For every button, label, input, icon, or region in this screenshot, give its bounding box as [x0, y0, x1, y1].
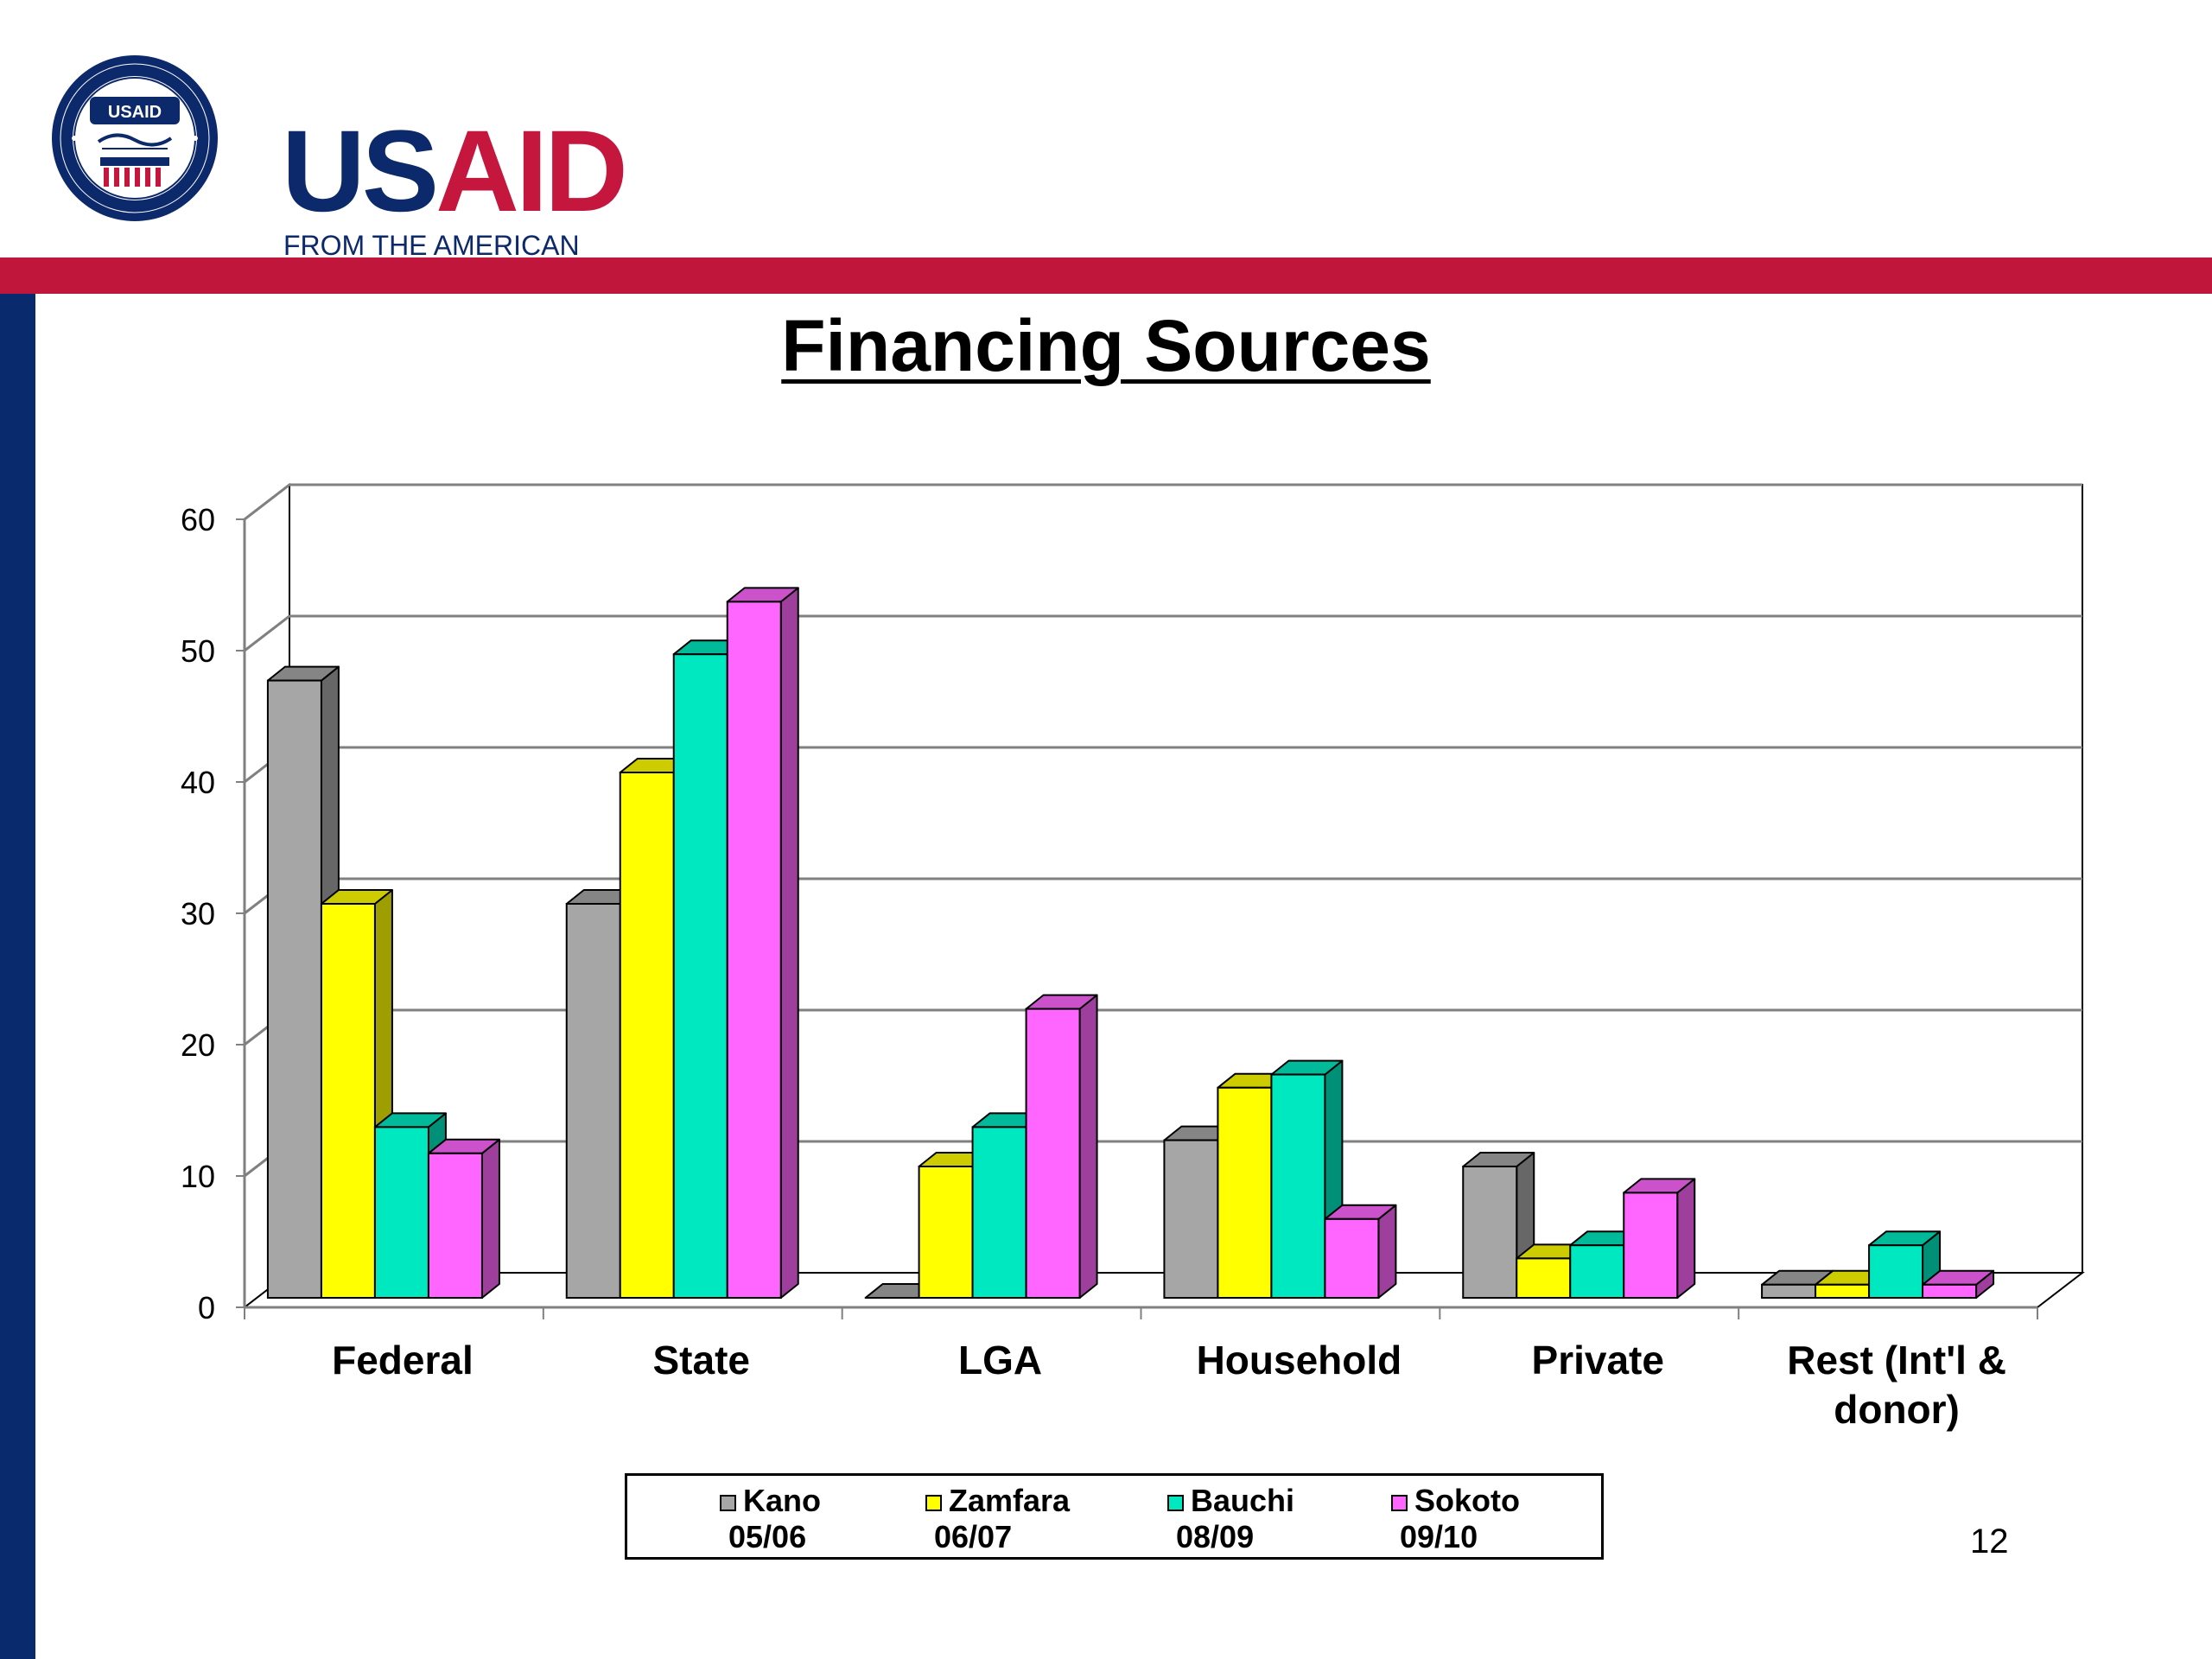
bar-federal-sokoto [427, 1138, 500, 1300]
usaid-wordmark: USAID [282, 107, 628, 236]
bar-front [1462, 1166, 1518, 1299]
bar-front [1025, 1007, 1081, 1299]
bar-front [1761, 1283, 1817, 1300]
x-category-label: Household [1197, 1338, 1402, 1382]
bar-rest-int-l-donor-sokoto [1922, 1269, 1995, 1300]
bar-front [1868, 1244, 1924, 1299]
bar-front [1815, 1283, 1871, 1300]
bar-front [1516, 1257, 1572, 1300]
bar-front [918, 1166, 974, 1299]
header-red-bar [0, 257, 2212, 294]
bar-side [779, 587, 799, 1299]
legend-item-kano: Kano 05/06 [720, 1483, 821, 1555]
bar-side [480, 1138, 500, 1299]
legend-swatch-bauchi [1167, 1495, 1184, 1511]
x-category-label: LGA [958, 1338, 1042, 1382]
bar-front [1324, 1217, 1380, 1300]
legend-swatch-sokoto [1391, 1495, 1408, 1511]
gridline [244, 614, 2082, 652]
bar-front [672, 653, 728, 1299]
bar-front [1623, 1192, 1679, 1300]
bar-side [1078, 994, 1098, 1299]
y-tick-label: 60 [181, 502, 215, 537]
usaid-logo: USAID USAID FROM THE AMERICAN PEOPLE [48, 52, 653, 293]
bar-front [427, 1152, 483, 1300]
bar-lga-sokoto [1025, 994, 1098, 1299]
bar-front [971, 1126, 1027, 1300]
bar-private-sokoto [1623, 1178, 1696, 1300]
bar-front [1569, 1244, 1625, 1299]
y-tick-label: 50 [181, 633, 215, 669]
bar-front [1163, 1139, 1219, 1299]
chart-bars [266, 587, 1995, 1300]
y-tick-label: 40 [181, 765, 215, 800]
y-tick-label: 20 [181, 1027, 215, 1063]
usaid-seal-icon: USAID [52, 55, 218, 221]
x-category-label: State [653, 1338, 750, 1382]
chart-axes [236, 518, 2038, 1319]
y-tick-label: 0 [198, 1290, 215, 1325]
x-category-label: Federal [332, 1338, 474, 1382]
y-tick-label: 10 [181, 1159, 215, 1194]
bar-front [619, 772, 675, 1299]
legend-item-sokoto: Sokoto 09/10 [1391, 1483, 1520, 1555]
bar-front [1922, 1283, 1978, 1300]
chart-legend: Kano 05/06 Zamfara 06/07 Bauchi 08/09 Sokot… [625, 1473, 1604, 1560]
bar-front [1217, 1086, 1273, 1300]
legend-item-zamfara: Zamfara 06/07 [925, 1483, 1070, 1555]
bar-state-sokoto [726, 587, 799, 1299]
x-category-label: Private [1532, 1338, 1664, 1382]
bar-chart: 0 10 20 30 40 50 60 Federal State LGA Household Pri… [181, 482, 2085, 1432]
seal-label: USAID [108, 103, 162, 122]
legend-swatch-kano [720, 1495, 736, 1511]
bar-front [565, 903, 621, 1299]
bar-front [726, 601, 782, 1299]
x-category-label: Rest (Int'l & [1787, 1338, 2006, 1382]
bar-front [266, 679, 322, 1299]
sidebar-navy-bar [0, 294, 35, 1659]
gridline [244, 483, 2082, 521]
bar-household-sokoto [1324, 1204, 1397, 1300]
x-category-label: donor) [1834, 1387, 1960, 1432]
legend-item-bauchi: Bauchi 08/09 [1167, 1483, 1294, 1555]
bar-side [1377, 1204, 1397, 1299]
y-tick-label: 30 [181, 896, 215, 931]
legend-swatch-zamfara [925, 1495, 942, 1511]
page-number: 12 [1970, 1522, 2009, 1560]
bar-front [320, 903, 376, 1299]
chart-labels: 0 10 20 30 40 50 60 Federal State LGA Household Pri… [181, 502, 2006, 1432]
bar-front [1270, 1073, 1326, 1299]
slide-title: Financing Sources [781, 305, 1431, 386]
bar-front [373, 1126, 429, 1300]
bar-side [1676, 1178, 1696, 1299]
